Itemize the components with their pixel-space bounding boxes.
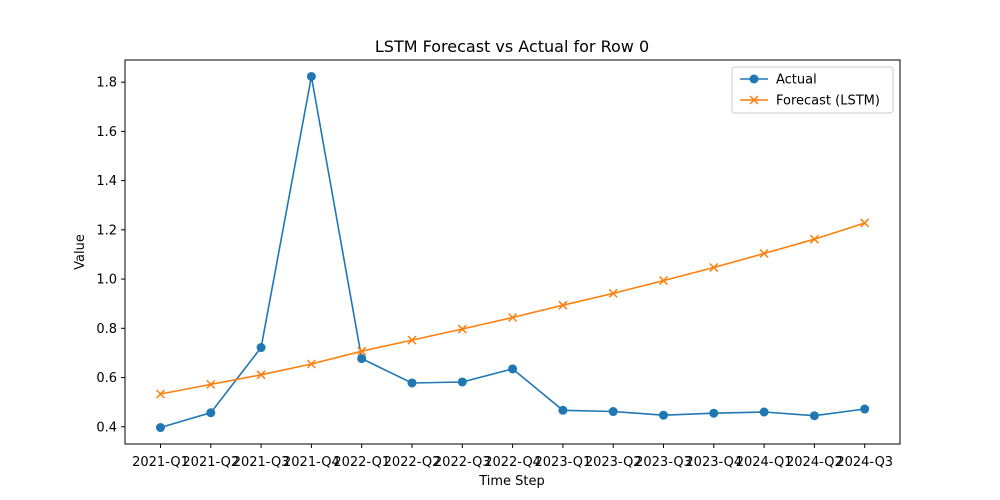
data-point-actual xyxy=(508,364,518,374)
x-tick-label: 2022-Q4 xyxy=(484,455,541,470)
x-tick-label: 2021-Q3 xyxy=(233,455,290,470)
y-tick-label: 1.0 xyxy=(96,273,117,288)
x-tick-label: 2022-Q3 xyxy=(434,455,491,470)
data-point-forecast xyxy=(658,276,669,286)
y-tick-label: 0.4 xyxy=(96,420,117,435)
data-point-actual xyxy=(256,343,266,353)
data-point-forecast xyxy=(508,312,518,323)
y-tick-label: 1.2 xyxy=(96,223,117,238)
x-tick-label: 2022-Q2 xyxy=(384,455,441,470)
x-tick-label: 2021-Q2 xyxy=(182,455,239,470)
y-tick-label: 1.8 xyxy=(96,76,117,91)
data-point-forecast xyxy=(407,335,417,345)
series-line-actual xyxy=(160,76,865,429)
data-point-actual xyxy=(759,407,769,417)
y-axis-label: Value xyxy=(73,234,88,270)
data-point-forecast xyxy=(860,218,870,228)
data-point-actual xyxy=(306,71,316,81)
data-point-actual xyxy=(156,423,165,433)
legend-marker-actual xyxy=(749,74,759,84)
data-point-actual xyxy=(407,378,417,388)
data-point-actual xyxy=(608,407,618,417)
legend: Actual Forecast (LSTM) xyxy=(731,66,894,114)
data-point-forecast xyxy=(809,234,819,244)
chart-title: LSTM Forecast vs Actual for Row 0 xyxy=(375,37,649,56)
x-tick-label: 2021-Q4 xyxy=(283,455,340,470)
y-tick-label: 0.6 xyxy=(96,371,117,386)
data-point-forecast xyxy=(206,379,216,389)
legend-marker-forecast xyxy=(749,95,759,105)
data-point-forecast xyxy=(759,248,769,259)
x-tick-label: 2022-Q1 xyxy=(333,455,390,470)
x-tick-label: 2023-Q1 xyxy=(535,455,592,470)
data-point-forecast xyxy=(306,359,316,369)
data-point-forecast xyxy=(457,324,467,334)
data-point-forecast xyxy=(709,262,719,273)
legend-box xyxy=(731,66,894,114)
data-point-actual xyxy=(558,405,568,415)
data-point-forecast xyxy=(357,346,367,356)
y-tick-label: 1.6 xyxy=(96,125,117,140)
y-tick-label: 1.4 xyxy=(96,174,117,189)
legend-label-forecast: Forecast (LSTM) xyxy=(776,94,880,109)
x-tick-label: 2023-Q2 xyxy=(585,455,642,470)
plot-frame xyxy=(124,59,901,445)
data-point-actual xyxy=(206,408,216,418)
data-point-forecast xyxy=(558,300,568,310)
x-tick-label: 2021-Q1 xyxy=(132,455,189,470)
data-point-actual xyxy=(659,410,668,420)
data-point-forecast xyxy=(608,288,618,298)
data-point-actual xyxy=(809,411,819,421)
x-tick-label: 2024-Q1 xyxy=(736,455,793,470)
x-tick-label: 2023-Q4 xyxy=(685,455,742,470)
x-tick-label: 2023-Q3 xyxy=(635,455,692,470)
data-point-forecast xyxy=(155,389,166,399)
data-point-actual xyxy=(860,404,870,414)
data-point-actual xyxy=(709,408,719,418)
data-point-actual xyxy=(357,354,367,364)
x-tick-label: 2024-Q2 xyxy=(786,455,843,470)
x-tick-label: 2024-Q3 xyxy=(836,455,893,470)
x-axis-label: Time Step xyxy=(478,474,545,489)
y-tick-label: 0.8 xyxy=(96,322,117,337)
data-point-actual xyxy=(457,377,467,387)
data-point-forecast xyxy=(256,370,266,380)
legend-label-actual: Actual xyxy=(776,73,817,88)
